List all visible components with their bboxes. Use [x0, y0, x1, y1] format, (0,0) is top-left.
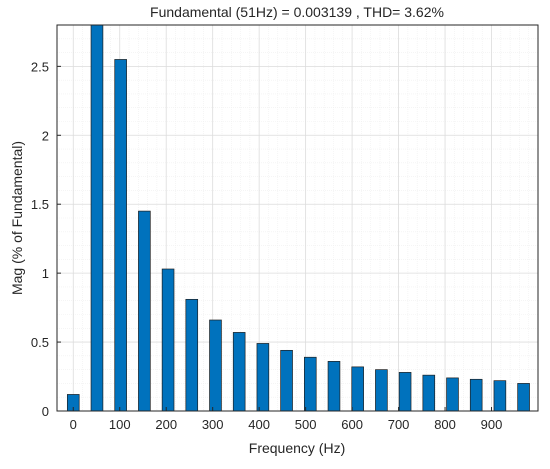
y-tick-label: 0.5 [31, 335, 49, 350]
bar [422, 374, 436, 412]
major-grid [57, 25, 538, 412]
x-tick-label: 200 [155, 417, 177, 432]
x-tick-label: 700 [388, 417, 410, 432]
x-tick-label: 0 [70, 417, 77, 432]
x-tick-label: 500 [295, 417, 317, 432]
bars [66, 24, 530, 412]
bar [209, 319, 222, 412]
x-tick-label: 100 [109, 417, 131, 432]
bar [161, 268, 175, 412]
bar [327, 361, 341, 412]
bar [517, 383, 530, 412]
bar [304, 356, 317, 412]
x-tick-label: 900 [481, 417, 503, 432]
x-tick-label: 300 [202, 417, 224, 432]
x-tick-label: 400 [248, 417, 270, 432]
bar [351, 366, 364, 412]
x-tick-labels: 0 100 200 300 400 500 600 700 800 900 [70, 407, 503, 432]
bar [138, 210, 151, 412]
y-axis-label: Mag (% of Fundamental) [9, 141, 25, 295]
x-tick-label: 600 [341, 417, 363, 432]
y-tick-label: 0 [42, 404, 49, 419]
x-axis-label: Frequency (Hz) [249, 440, 345, 456]
y-tick-labels: 0 0.5 1 1.5 2 2.5 [31, 59, 61, 419]
bar [280, 349, 293, 412]
minor-grid [57, 25, 538, 411]
bar [256, 343, 270, 412]
y-tick-label: 1 [42, 266, 49, 281]
bar [232, 332, 246, 412]
plot-frame [56, 24, 539, 412]
bar [446, 377, 459, 412]
bar [375, 369, 388, 412]
bar [185, 298, 199, 412]
chart-title: Fundamental (51Hz) = 0.003139 , THD= 3.6… [150, 4, 444, 20]
bar [398, 372, 412, 412]
y-tick-label: 2.5 [31, 59, 49, 74]
y-tick-label: 2 [42, 128, 49, 143]
bar [469, 378, 483, 412]
bar [114, 59, 127, 412]
x-tick-label: 800 [434, 417, 456, 432]
bar [493, 380, 507, 412]
bar [90, 24, 104, 412]
y-tick-label: 1.5 [31, 197, 49, 212]
